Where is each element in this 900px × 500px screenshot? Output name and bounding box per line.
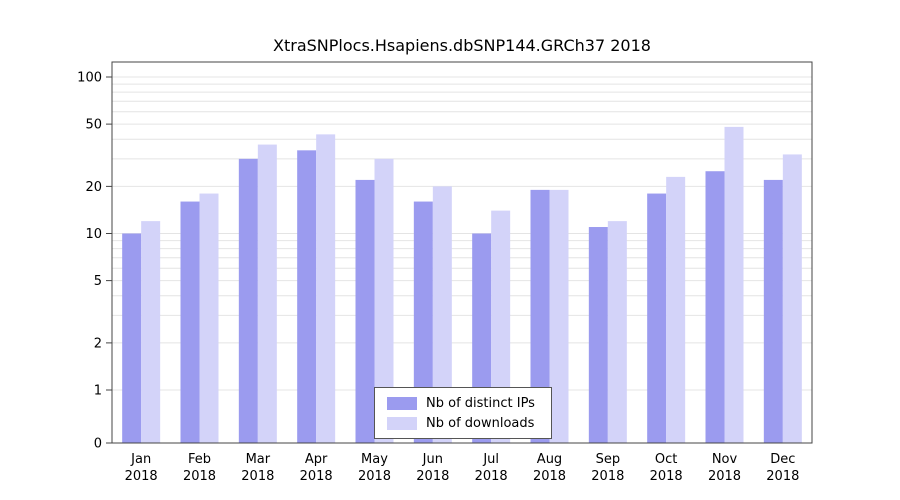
bar-mar-ips [238,158,258,444]
legend-item-distinct-ips: Nb of distinct IPs [387,396,551,411]
bar-jun-downloads [432,186,452,444]
x-label-jul: Jul [482,452,499,467]
bar-nov-ips [705,171,725,443]
legend-label-downloads: Nb of downloads [426,415,535,431]
x-label-jun: Jun [422,452,443,467]
bar-jun-ips [413,201,433,443]
bar-oct-downloads [666,176,686,443]
x-label-year-nov: 2018 [708,469,741,484]
y-tick-label-100: 100 [77,71,102,86]
x-label-jan: Jan [130,452,151,467]
x-label-aug: Aug [537,452,562,467]
x-label-oct: Oct [655,452,677,467]
legend-swatch-distinct-ips [387,396,417,410]
x-label-nov: Nov [712,452,738,467]
x-label-year-jun: 2018 [416,469,449,484]
x-label-year-sep: 2018 [591,469,624,484]
bar-dec-downloads [782,154,802,443]
bar-feb-ips [180,201,200,443]
x-label-year-apr: 2018 [300,469,333,484]
x-label-year-aug: 2018 [533,469,566,484]
y-tick-label-0: 0 [94,437,102,452]
bar-nov-downloads [724,126,744,444]
x-label-year-mar: 2018 [241,469,274,484]
y-tick-label-20: 20 [85,180,102,195]
bar-oct-ips [647,193,667,443]
bar-aug-ips [530,189,550,443]
bar-apr-ips [297,150,317,443]
bar-sep-downloads [607,221,627,443]
legend: Nb of distinct IPs Nb of downloads [374,387,552,439]
x-label-apr: Apr [305,452,328,467]
bar-dec-ips [763,179,783,444]
x-label-feb: Feb [188,452,211,467]
bar-jan-ips [122,233,142,443]
bar-may-ips [355,179,375,444]
x-label-year-jan: 2018 [125,469,158,484]
x-label-dec: Dec [770,452,795,467]
y-tick-label-2: 2 [94,336,102,351]
x-label-mar: Mar [246,452,271,467]
y-tick-label-50: 50 [85,118,102,133]
bar-jul-downloads [491,210,511,443]
legend-item-downloads: Nb of downloads [387,416,551,431]
x-label-year-may: 2018 [358,469,391,484]
x-label-year-oct: 2018 [650,469,683,484]
y-tick-label-5: 5 [94,274,102,289]
legend-label-distinct-ips: Nb of distinct IPs [426,395,535,411]
bar-apr-downloads [316,134,336,443]
y-tick-label-10: 10 [85,227,102,242]
y-tick-label-1: 1 [94,384,102,399]
x-label-sep: Sep [596,452,621,467]
bar-may-downloads [374,158,394,444]
bar-jan-downloads [141,221,161,443]
bar-mar-downloads [257,144,277,444]
bar-aug-downloads [549,189,569,443]
legend-swatch-downloads [387,416,417,430]
plot-border [111,61,813,444]
x-label-year-dec: 2018 [766,469,799,484]
x-label-may: May [361,452,388,467]
x-label-year-feb: 2018 [183,469,216,484]
chart-title: XtraSNPlocs.Hsapiens.dbSNP144.GRCh37 201… [273,36,651,55]
bar-feb-downloads [199,193,219,443]
bar-sep-ips [588,227,608,443]
x-label-year-jul: 2018 [475,469,508,484]
